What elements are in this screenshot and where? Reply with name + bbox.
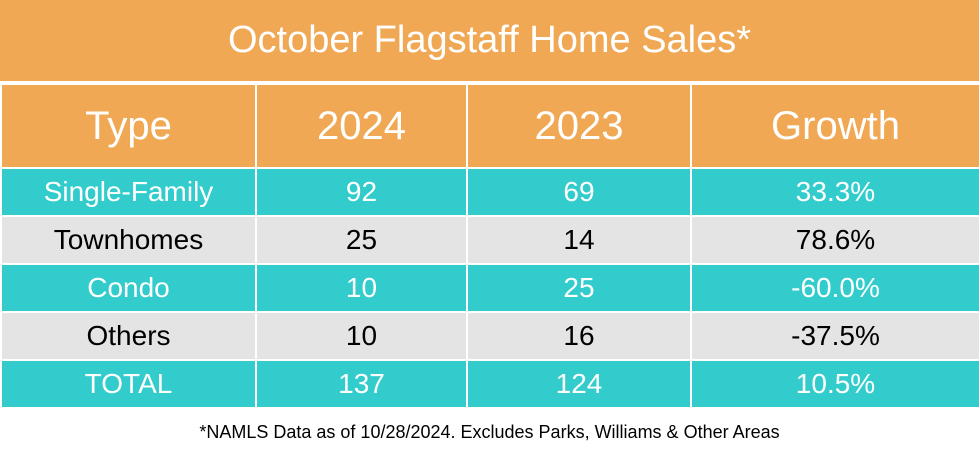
table-cell: 69 [466, 167, 692, 217]
table-title: October Flagstaff Home Sales* [0, 0, 979, 83]
header-cell: 2024 [255, 83, 468, 169]
table-cell: 14 [466, 215, 692, 265]
footnote: *NAMLS Data as of 10/28/2024. Excludes P… [199, 422, 780, 442]
table-cell: Single-Family [0, 167, 257, 217]
table-row: Townhomes 25 14 78.6% [0, 215, 979, 265]
table-cell: 10.5% [690, 359, 979, 409]
table-body: Single-Family 92 69 33.3% Townhomes 25 14 78.6%… [0, 167, 979, 409]
table-cell: 33.3% [690, 167, 979, 217]
header-cell: Growth [690, 83, 979, 169]
table-row: Others 10 16 -37.5% [0, 311, 979, 361]
table-cell: 137 [255, 359, 468, 409]
table-cell: Others [0, 311, 257, 361]
table-cell: Townhomes [0, 215, 257, 265]
header-cell: 2023 [466, 83, 692, 169]
table-cell: 16 [466, 311, 692, 361]
table-cell: 10 [255, 263, 468, 313]
table-row: TOTAL 137 124 10.5% [0, 359, 979, 409]
sales-table: Type 2024 2023 Growth Single-Family 92 69 33.3… [0, 83, 979, 409]
header-cell: Type [0, 83, 257, 169]
table-cell: Condo [0, 263, 257, 313]
table-row: Condo 10 25 -60.0% [0, 263, 979, 313]
table-row: Single-Family 92 69 33.3% [0, 167, 979, 217]
header-row: Type 2024 2023 Growth [0, 83, 979, 169]
table-cell: -60.0% [690, 263, 979, 313]
table-cell: -37.5% [690, 311, 979, 361]
table-cell: 92 [255, 167, 468, 217]
table-cell: TOTAL [0, 359, 257, 409]
table-cell: 10 [255, 311, 468, 361]
table-cell: 124 [466, 359, 692, 409]
table-cell: 78.6% [690, 215, 979, 265]
table-cell: 25 [255, 215, 468, 265]
table-cell: 25 [466, 263, 692, 313]
